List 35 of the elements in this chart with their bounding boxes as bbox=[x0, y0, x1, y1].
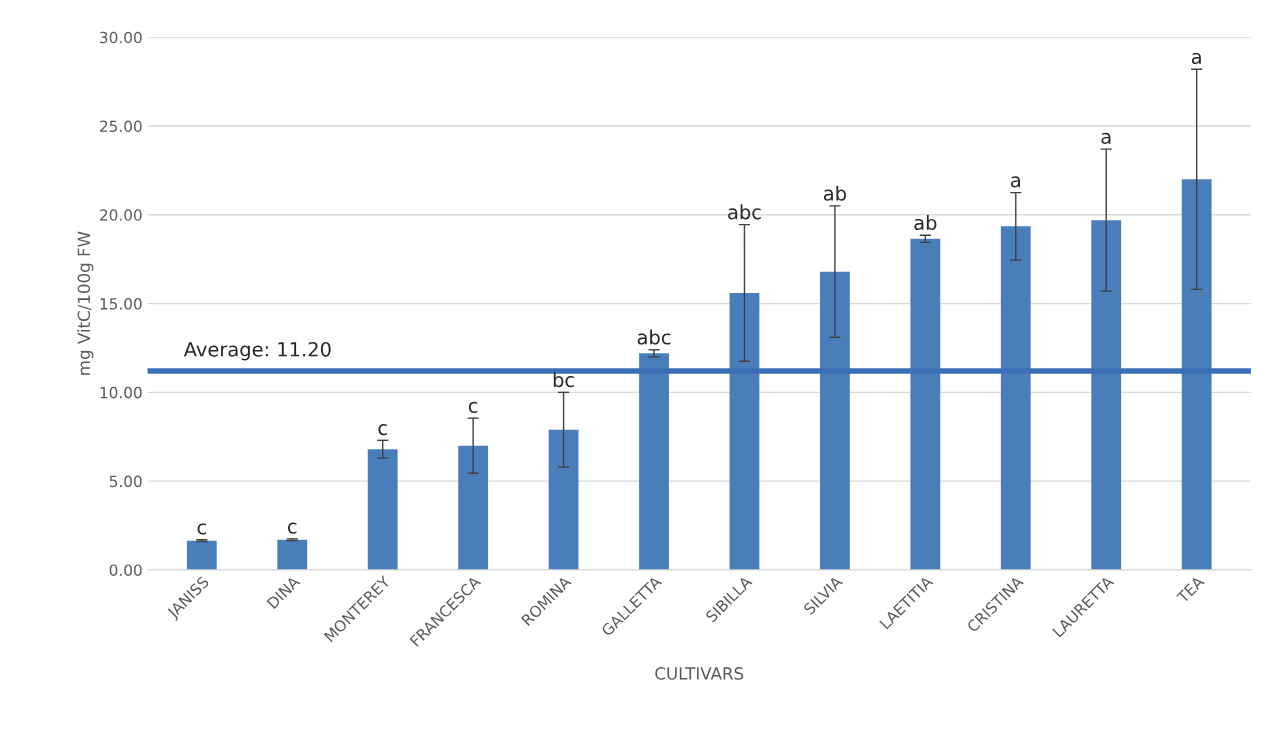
bar bbox=[1000, 226, 1031, 570]
y-tick-label: 0.00 bbox=[109, 564, 142, 576]
bar bbox=[367, 449, 398, 570]
annotation: abc bbox=[728, 204, 761, 220]
y-tick-label: 15.00 bbox=[100, 298, 142, 310]
annotation: c bbox=[197, 523, 206, 535]
annotation: bc bbox=[553, 372, 574, 388]
y-tick-label: 25.00 bbox=[100, 120, 142, 133]
annotation: a bbox=[1101, 132, 1111, 144]
annotation: ab bbox=[823, 185, 846, 201]
x-axis-title: CULTIVARS bbox=[655, 667, 744, 680]
y-tick-label: 10.00 bbox=[100, 386, 142, 399]
bar bbox=[639, 353, 669, 570]
annotation: abc bbox=[637, 329, 671, 345]
annotation: c bbox=[287, 522, 297, 534]
bar bbox=[1181, 179, 1212, 570]
annotation: c bbox=[378, 423, 387, 436]
x-tick-label: TEA bbox=[1176, 575, 1205, 604]
y-axis-title: mg VitC/100g FW bbox=[77, 231, 94, 375]
y-tick-label: 5.00 bbox=[109, 475, 142, 488]
annotation: ab bbox=[914, 215, 937, 231]
annotation: a bbox=[1191, 52, 1201, 65]
bar bbox=[277, 539, 308, 570]
bar bbox=[1091, 220, 1122, 570]
annotation: c bbox=[468, 401, 478, 413]
annotation: a bbox=[1010, 176, 1020, 188]
bar bbox=[729, 292, 760, 570]
bar bbox=[186, 540, 217, 570]
y-tick-label: 20.00 bbox=[100, 209, 142, 221]
bar bbox=[910, 238, 941, 570]
bar bbox=[458, 445, 489, 570]
y-tick-label: 30.00 bbox=[100, 31, 142, 44]
bar bbox=[548, 429, 579, 570]
ref-line-label: Average: 11.20 bbox=[183, 341, 331, 361]
bar bbox=[819, 271, 850, 570]
